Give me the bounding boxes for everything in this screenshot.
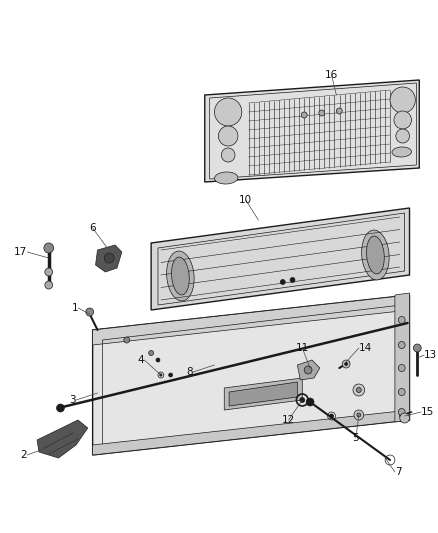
Polygon shape bbox=[297, 360, 320, 380]
Text: 12: 12 bbox=[282, 415, 295, 425]
Circle shape bbox=[45, 281, 53, 289]
Text: 13: 13 bbox=[424, 350, 438, 360]
Circle shape bbox=[104, 253, 114, 263]
Circle shape bbox=[394, 111, 411, 129]
Circle shape bbox=[319, 110, 325, 116]
Polygon shape bbox=[151, 208, 410, 310]
Circle shape bbox=[330, 415, 333, 417]
Circle shape bbox=[304, 366, 312, 374]
Text: 3: 3 bbox=[70, 395, 76, 405]
Circle shape bbox=[345, 362, 348, 366]
Polygon shape bbox=[95, 245, 122, 272]
Polygon shape bbox=[92, 295, 410, 345]
Circle shape bbox=[156, 358, 160, 362]
Circle shape bbox=[44, 243, 53, 253]
Circle shape bbox=[357, 413, 361, 417]
Circle shape bbox=[215, 98, 242, 126]
Circle shape bbox=[353, 384, 365, 396]
Ellipse shape bbox=[367, 236, 384, 274]
Ellipse shape bbox=[166, 251, 194, 301]
Ellipse shape bbox=[392, 147, 411, 157]
Circle shape bbox=[221, 148, 235, 162]
Circle shape bbox=[124, 337, 130, 343]
Circle shape bbox=[400, 413, 410, 423]
Text: 5: 5 bbox=[353, 433, 359, 443]
Polygon shape bbox=[92, 295, 410, 455]
Circle shape bbox=[219, 126, 238, 146]
Circle shape bbox=[301, 112, 307, 118]
Circle shape bbox=[290, 278, 295, 282]
Circle shape bbox=[45, 268, 53, 276]
Text: 8: 8 bbox=[187, 367, 193, 377]
Text: 14: 14 bbox=[359, 343, 372, 353]
Circle shape bbox=[342, 360, 350, 368]
Text: 6: 6 bbox=[89, 223, 96, 233]
Text: 11: 11 bbox=[296, 343, 309, 353]
Circle shape bbox=[300, 398, 305, 402]
Circle shape bbox=[398, 389, 405, 395]
Text: 17: 17 bbox=[14, 247, 27, 257]
Circle shape bbox=[160, 374, 162, 376]
Text: 7: 7 bbox=[395, 467, 402, 477]
Circle shape bbox=[148, 351, 154, 356]
Text: 10: 10 bbox=[239, 195, 252, 205]
Polygon shape bbox=[92, 410, 410, 455]
Circle shape bbox=[336, 108, 342, 114]
Polygon shape bbox=[395, 293, 410, 422]
Circle shape bbox=[354, 410, 364, 420]
Ellipse shape bbox=[172, 257, 189, 295]
Circle shape bbox=[306, 398, 314, 406]
Circle shape bbox=[357, 387, 361, 392]
Ellipse shape bbox=[362, 230, 389, 280]
Text: 15: 15 bbox=[421, 407, 434, 417]
Circle shape bbox=[57, 404, 64, 412]
Polygon shape bbox=[224, 378, 302, 410]
Circle shape bbox=[280, 279, 285, 285]
Circle shape bbox=[398, 342, 405, 349]
Text: 1: 1 bbox=[71, 303, 78, 313]
Circle shape bbox=[169, 373, 173, 377]
Circle shape bbox=[398, 317, 405, 324]
Text: 16: 16 bbox=[325, 70, 338, 80]
Circle shape bbox=[390, 87, 415, 113]
Circle shape bbox=[396, 129, 410, 143]
Ellipse shape bbox=[215, 172, 238, 184]
Polygon shape bbox=[205, 80, 419, 182]
Circle shape bbox=[329, 414, 333, 418]
Text: 4: 4 bbox=[138, 355, 144, 365]
Text: 2: 2 bbox=[21, 450, 27, 460]
Polygon shape bbox=[37, 420, 88, 458]
Polygon shape bbox=[229, 382, 297, 406]
Circle shape bbox=[398, 365, 405, 372]
Circle shape bbox=[86, 308, 94, 316]
Circle shape bbox=[413, 344, 421, 352]
Circle shape bbox=[398, 408, 405, 416]
